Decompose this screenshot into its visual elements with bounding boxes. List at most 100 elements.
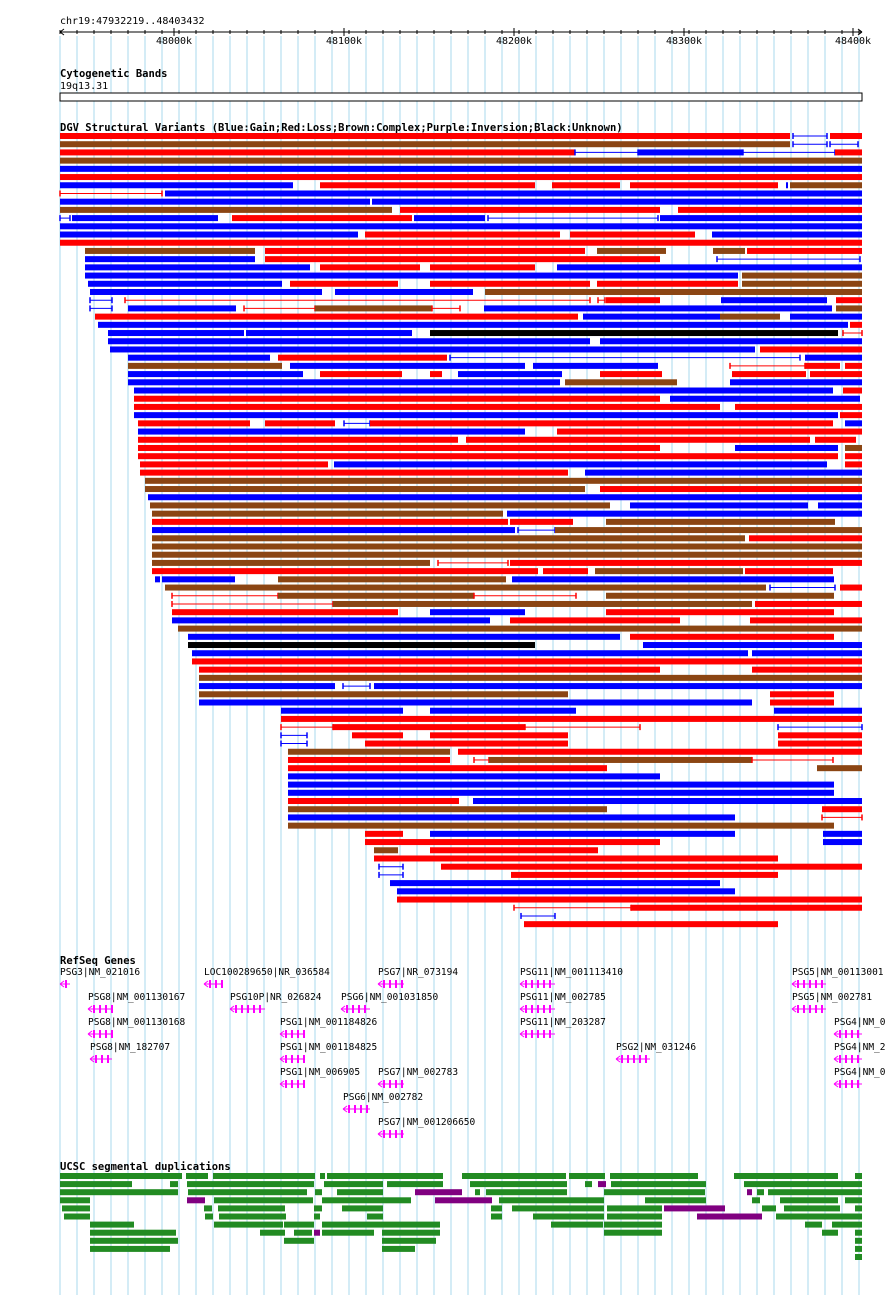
segdup-feature[interactable]: [845, 1197, 862, 1204]
dgv-variant[interactable]: [397, 896, 862, 903]
dgv-variant[interactable]: [333, 724, 525, 731]
dgv-variant[interactable]: [192, 650, 748, 657]
dgv-variant[interactable]: [265, 247, 585, 254]
segdup-feature[interactable]: [387, 1181, 443, 1188]
dgv-variant[interactable]: [600, 371, 662, 378]
dgv-variant[interactable]: [320, 182, 535, 189]
segdup-feature[interactable]: [60, 1197, 90, 1204]
segdup-feature[interactable]: [294, 1229, 312, 1236]
segdup-feature[interactable]: [187, 1181, 314, 1188]
segdup-feature[interactable]: [337, 1189, 383, 1196]
segdup-feature[interactable]: [90, 1221, 134, 1228]
dgv-variant[interactable]: [430, 371, 442, 378]
dgv-variant[interactable]: [134, 387, 833, 394]
segdup-feature[interactable]: [314, 1205, 322, 1212]
dgv-variant[interactable]: [606, 518, 835, 525]
segdup-feature[interactable]: [462, 1173, 566, 1179]
segdup-feature[interactable]: [645, 1197, 706, 1204]
segdup-feature[interactable]: [805, 1221, 822, 1228]
segdup-feature[interactable]: [757, 1189, 764, 1196]
dgv-variant[interactable]: [458, 748, 862, 755]
dgv-variant[interactable]: [524, 921, 778, 928]
dgv-variant[interactable]: [430, 330, 838, 337]
dgv-variant[interactable]: [246, 330, 412, 337]
dgv-variant[interactable]: [150, 502, 610, 509]
dgv-variant[interactable]: [510, 617, 680, 624]
dgv-variant[interactable]: [128, 362, 282, 369]
dgv-variant[interactable]: [570, 231, 695, 238]
segdup-feature[interactable]: [64, 1213, 90, 1220]
refseq-gene-model[interactable]: [279, 1030, 305, 1038]
segdup-feature[interactable]: [382, 1237, 436, 1244]
dgv-variant[interactable]: [288, 756, 450, 763]
dgv-variant[interactable]: [134, 403, 720, 410]
dgv-variant[interactable]: [430, 732, 568, 739]
dgv-variant[interactable]: [188, 633, 620, 640]
dgv-variant[interactable]: [374, 855, 778, 862]
dgv-variant[interactable]: [192, 658, 862, 665]
dgv-variant[interactable]: [786, 182, 788, 189]
segdup-feature[interactable]: [204, 1205, 212, 1212]
dgv-variant[interactable]: [818, 502, 862, 509]
dgv-variant[interactable]: [606, 592, 834, 599]
dgv-variant[interactable]: [110, 346, 755, 353]
refseq-gene-model[interactable]: [833, 1030, 862, 1038]
dgv-variant[interactable]: [600, 338, 862, 345]
segdup-feature[interactable]: [604, 1221, 662, 1228]
segdup-feature[interactable]: [604, 1189, 705, 1196]
segdup-feature[interactable]: [780, 1197, 838, 1204]
dgv-variant[interactable]: [830, 133, 862, 139]
dgv-variant[interactable]: [199, 699, 752, 706]
dgv-variant[interactable]: [288, 773, 660, 780]
dgv-variant[interactable]: [822, 806, 862, 813]
dgv-variant[interactable]: [585, 469, 862, 476]
dgv-variant[interactable]: [770, 691, 834, 698]
segdup-feature[interactable]: [213, 1173, 315, 1179]
dgv-variant[interactable]: [720, 313, 780, 320]
dgv-variant[interactable]: [430, 609, 525, 616]
dgv-variant[interactable]: [85, 264, 310, 271]
dgv-variant[interactable]: [747, 247, 862, 254]
segdup-feature[interactable]: [697, 1213, 762, 1220]
dgv-variant[interactable]: [178, 625, 862, 632]
dgv-variant[interactable]: [162, 576, 235, 583]
segdup-feature[interactable]: [90, 1229, 176, 1236]
segdup-feature[interactable]: [324, 1181, 383, 1188]
refseq-gene-model[interactable]: [340, 1005, 370, 1013]
dgv-variant[interactable]: [735, 444, 838, 451]
segdup-feature[interactable]: [855, 1173, 862, 1179]
dgv-variant[interactable]: [370, 420, 833, 427]
refseq-gene-model[interactable]: [377, 1080, 404, 1088]
segdup-feature[interactable]: [322, 1221, 440, 1228]
refseq-gene-model[interactable]: [833, 1055, 862, 1063]
dgv-variant[interactable]: [365, 740, 568, 747]
refseq-gene-model[interactable]: [519, 1005, 555, 1013]
dgv-variant[interactable]: [365, 830, 403, 837]
segdup-feature[interactable]: [322, 1197, 411, 1204]
dgv-variant[interactable]: [770, 699, 834, 706]
dgv-variant[interactable]: [333, 600, 752, 607]
dgv-variant[interactable]: [660, 215, 862, 222]
dgv-variant[interactable]: [840, 584, 862, 591]
dgv-variant[interactable]: [352, 732, 403, 739]
dgv-variant[interactable]: [108, 338, 590, 345]
cytogenetic-bands-track[interactable]: Cytogenetic Bands 19q13.31: [59, 68, 863, 102]
dgv-variant[interactable]: [138, 428, 525, 435]
dgv-variant[interactable]: [288, 806, 607, 813]
dgv-variant[interactable]: [60, 223, 862, 230]
dgv-variant[interactable]: [138, 420, 250, 427]
dgv-variant[interactable]: [98, 321, 848, 328]
dgv-variant[interactable]: [148, 494, 862, 501]
dgv-variant[interactable]: [278, 354, 447, 361]
refseq-gene-model[interactable]: [615, 1055, 650, 1063]
dgv-variant[interactable]: [278, 592, 474, 599]
segdup-feature[interactable]: [734, 1173, 838, 1179]
dgv-variant[interactable]: [152, 518, 508, 525]
dgv-variant[interactable]: [790, 182, 862, 189]
segdup-feature[interactable]: [607, 1213, 662, 1220]
dgv-variant[interactable]: [72, 215, 218, 222]
refseq-gene-model[interactable]: [519, 1030, 555, 1038]
refseq-gene-model[interactable]: [342, 1105, 370, 1113]
dgv-variant[interactable]: [817, 765, 862, 772]
dgv-variant[interactable]: [557, 264, 862, 271]
